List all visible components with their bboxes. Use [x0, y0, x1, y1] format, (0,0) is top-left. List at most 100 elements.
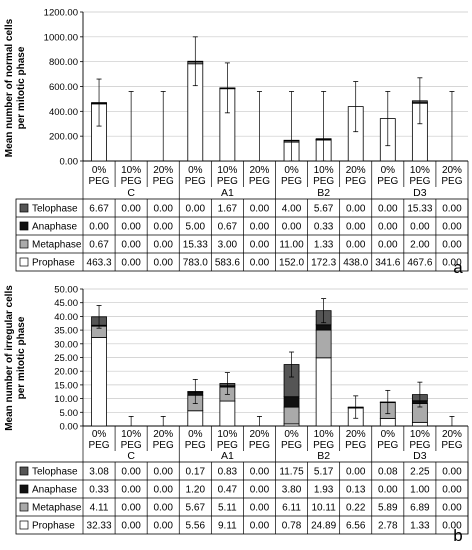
- category-label: 0%: [188, 165, 203, 176]
- y-tick-label: 400.00: [49, 107, 78, 118]
- group-label: D3: [413, 187, 427, 199]
- category-label: PEG: [217, 440, 238, 451]
- data-table-value: 0.00: [250, 503, 270, 514]
- category-label: PEG: [249, 176, 270, 187]
- category-label: PEG: [313, 440, 334, 451]
- data-table-value: 172.3: [311, 258, 336, 269]
- data-table-value: 1.00: [410, 485, 430, 496]
- data-table-value: 0.00: [121, 521, 141, 532]
- legend-swatch: [19, 502, 29, 512]
- y-tick-label: 5.00: [60, 408, 79, 419]
- category-label: PEG: [281, 440, 302, 451]
- data-table-value: 463.3: [87, 258, 112, 269]
- y-tick-label: 1200.00: [44, 8, 78, 19]
- category-label: 0%: [92, 429, 107, 440]
- data-table-value: 15.33: [407, 204, 432, 215]
- data-table-value: 5.56: [186, 521, 206, 532]
- data-table-value: 583.6: [215, 258, 240, 269]
- data-table-value: 0.00: [250, 485, 270, 496]
- data-table-value: 0.00: [442, 503, 462, 514]
- group-label: C: [127, 450, 135, 462]
- data-table-value: 0.00: [442, 258, 462, 269]
- data-table-value: 0.00: [121, 467, 141, 478]
- legend-label: Anaphase: [32, 222, 77, 233]
- category-label: 10%: [217, 429, 237, 440]
- data-table-value: 5.67: [314, 204, 334, 215]
- data-table-value: 0.22: [346, 503, 366, 514]
- y-tick-label: 200.00: [49, 132, 78, 143]
- category-label: 10%: [217, 165, 237, 176]
- data-table-value: 0.00: [153, 503, 173, 514]
- y-tick-label: 25.00: [54, 353, 78, 364]
- data-table-value: 1.20: [186, 485, 206, 496]
- category-label: PEG: [185, 176, 206, 187]
- data-table-value: 0.00: [346, 222, 366, 233]
- data-table-value: 0.00: [378, 204, 398, 215]
- data-table-value: 0.00: [346, 240, 366, 251]
- category-label: 0%: [381, 429, 396, 440]
- data-table-value: 24.89: [311, 521, 336, 532]
- legend-label: Anaphase: [32, 485, 77, 496]
- category-label: 0%: [284, 429, 299, 440]
- data-table-value: 0.08: [378, 467, 398, 478]
- data-table-value: 0.83: [218, 467, 238, 478]
- bar-segment: [91, 337, 107, 427]
- category-label: 20%: [346, 165, 366, 176]
- data-table-value: 0.47: [218, 485, 238, 496]
- bar-segment: [315, 357, 332, 427]
- data-table-value: 0.33: [89, 485, 109, 496]
- y-tick-label: 30.00: [54, 339, 78, 350]
- category-label: PEG: [153, 440, 174, 451]
- y-tick-label: 0.00: [60, 157, 79, 168]
- category-label: PEG: [185, 440, 206, 451]
- data-table-value: 0.00: [346, 467, 366, 478]
- data-table-value: 0.00: [153, 222, 173, 233]
- y-tick-label: 1000.00: [44, 32, 78, 43]
- category-label: PEG: [377, 440, 398, 451]
- data-table-value: 0.00: [250, 258, 270, 269]
- y-axis-label-line: per mitotic phase: [16, 316, 27, 399]
- category-label: 20%: [346, 429, 366, 440]
- panel-label: a: [453, 258, 463, 277]
- category-label: PEG: [281, 176, 302, 187]
- category-label: PEG: [153, 176, 174, 187]
- data-table-value: 0.67: [89, 240, 109, 251]
- data-table-value: 3.00: [218, 240, 238, 251]
- data-table-value: 5.67: [186, 503, 206, 514]
- category-label: PEG: [345, 176, 366, 187]
- data-table-value: 0.00: [250, 521, 270, 532]
- category-label: 20%: [249, 429, 269, 440]
- y-tick-label: 45.00: [54, 298, 78, 309]
- legend-label: Telophase: [32, 467, 78, 478]
- category-label: 20%: [153, 165, 173, 176]
- data-table-value: 6.11: [282, 503, 301, 514]
- category-label: 20%: [249, 165, 269, 176]
- data-table-value: 0.00: [121, 503, 141, 514]
- data-table-value: 0.78: [282, 521, 302, 532]
- data-table-value: 6.67: [89, 204, 109, 215]
- data-table-value: 11.00: [279, 240, 304, 251]
- category-label: PEG: [313, 176, 334, 187]
- data-table-value: 0.00: [378, 485, 398, 496]
- category-label: 10%: [410, 429, 430, 440]
- group-label: D3: [413, 450, 427, 462]
- data-table-value: 1.67: [218, 204, 238, 215]
- legend-swatch: [19, 466, 29, 476]
- legend-swatch: [19, 239, 29, 249]
- data-table-value: 0.00: [442, 222, 462, 233]
- data-table-value: 1.33: [314, 240, 334, 251]
- y-tick-label: 20.00: [54, 367, 78, 378]
- category-label: PEG: [409, 440, 430, 451]
- group-label: B2: [317, 187, 330, 199]
- bar-segment: [219, 400, 236, 427]
- y-tick-label: 600.00: [49, 82, 78, 93]
- bar-segment: [379, 417, 396, 427]
- category-label: PEG: [409, 176, 430, 187]
- bar-segment: [315, 329, 332, 359]
- data-table-value: 152.0: [279, 258, 304, 269]
- data-table-value: 5.89: [378, 503, 398, 514]
- data-table-value: 5.00: [186, 222, 206, 233]
- category-label: 10%: [314, 165, 334, 176]
- data-table-value: 0.00: [250, 222, 270, 233]
